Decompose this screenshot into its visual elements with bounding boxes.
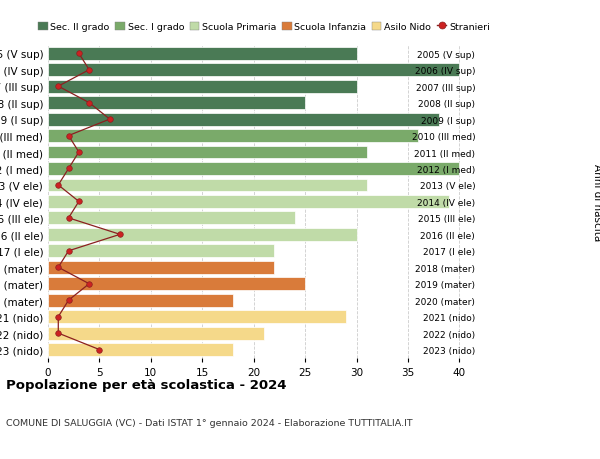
Bar [48, 245, 274, 257]
Text: COMUNE DI SALUGGIA (VC) - Dati ISTAT 1° gennaio 2024 - Elaborazione TUTTITALIA.I: COMUNE DI SALUGGIA (VC) - Dati ISTAT 1° … [6, 418, 413, 427]
Bar [48, 146, 367, 159]
Bar [48, 113, 439, 126]
Bar [48, 196, 449, 208]
Bar [48, 278, 305, 291]
Bar [48, 311, 346, 323]
Bar [48, 343, 233, 356]
Bar [48, 64, 460, 77]
Legend: Sec. II grado, Sec. I grado, Scuola Primaria, Scuola Infanzia, Asilo Nido, Stran: Sec. II grado, Sec. I grado, Scuola Prim… [38, 22, 490, 32]
Bar [48, 261, 274, 274]
Bar [48, 294, 233, 307]
Bar [48, 48, 356, 61]
Text: Popolazione per età scolastica - 2024: Popolazione per età scolastica - 2024 [6, 379, 287, 392]
Text: Anni di nascita: Anni di nascita [592, 163, 600, 241]
Bar [48, 97, 305, 110]
Bar [48, 212, 295, 225]
Bar [48, 229, 356, 241]
Bar [48, 327, 264, 340]
Bar [48, 81, 356, 93]
Bar [48, 162, 460, 175]
Bar [48, 179, 367, 192]
Bar [48, 130, 418, 143]
